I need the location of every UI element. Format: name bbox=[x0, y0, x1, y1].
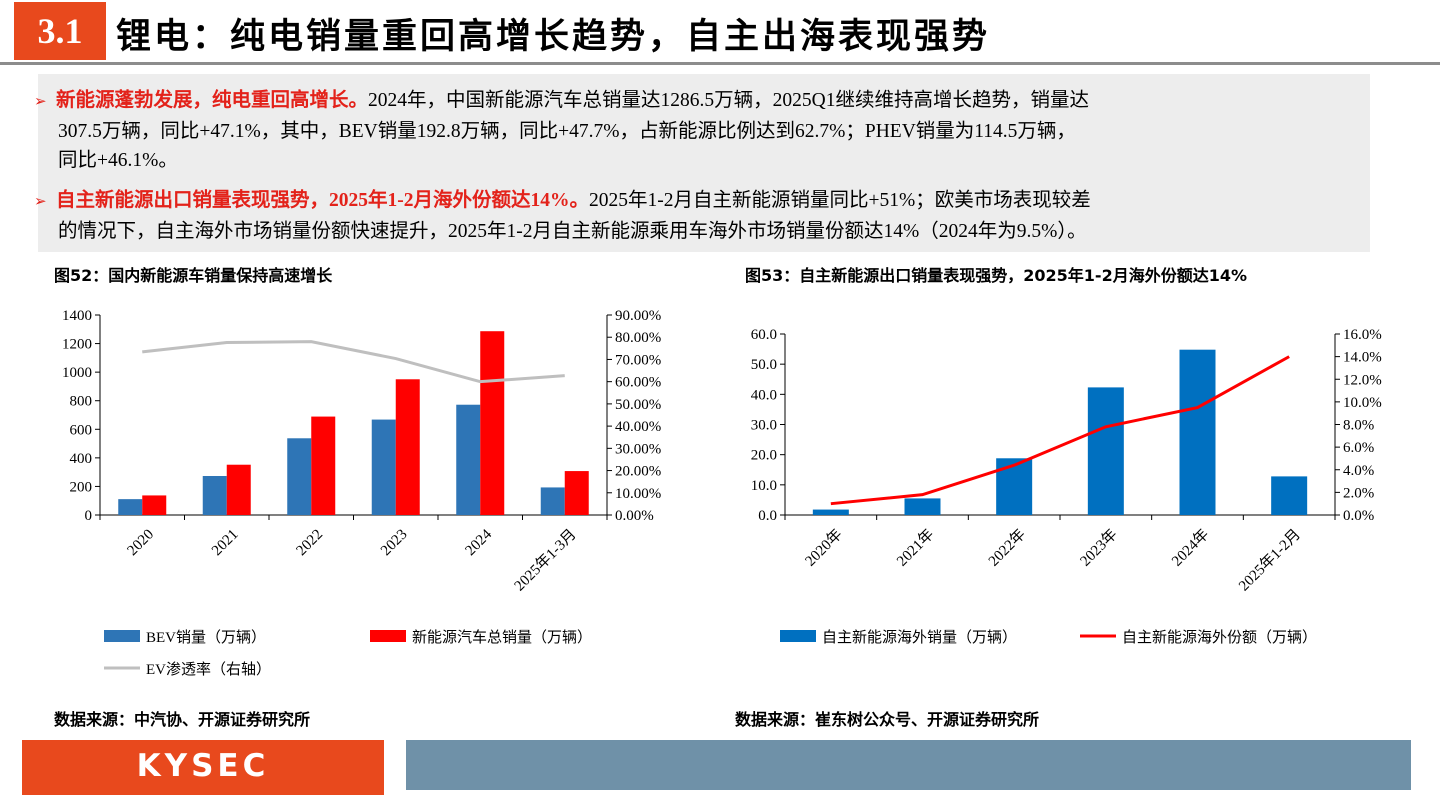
logo-text: KYSEC bbox=[136, 748, 270, 784]
bar-1 bbox=[540, 487, 565, 515]
bullet-arrow-icon: ➢ bbox=[34, 92, 47, 110]
y-tick-label-right: 60.00% bbox=[615, 375, 661, 391]
y-tick-label-right: 0.0% bbox=[1343, 508, 1374, 524]
bar-1 bbox=[118, 499, 143, 515]
x-tick-label: 2025年1-3月 bbox=[511, 526, 580, 595]
x-tick-label: 2023年 bbox=[1077, 526, 1121, 570]
kysec-logo: KYSEC bbox=[22, 740, 384, 795]
y-tick-label-right: 6.0% bbox=[1343, 440, 1374, 456]
y-tick-label-right: 14.0% bbox=[1343, 350, 1382, 366]
bar-1 bbox=[456, 404, 481, 515]
y-tick-label-right: 8.0% bbox=[1343, 418, 1374, 434]
x-tick-label: 2023 bbox=[378, 527, 411, 560]
bullet-1-heading: 新能源蓬勃发展，纯电重回高增长。 bbox=[56, 90, 369, 111]
legend-swatch-1 bbox=[104, 630, 140, 642]
y-tick-label-left: 0 bbox=[85, 508, 93, 524]
legend-label-2: 新能源汽车总销量（万辆） bbox=[412, 629, 592, 646]
y-tick-label-right: 70.00% bbox=[615, 352, 661, 368]
y-tick-label-right: 10.00% bbox=[615, 486, 661, 502]
bullet-1-line1: 2024年，中国新能源汽车总销量达1286.5万辆，2025Q1继续维持高增长趋… bbox=[368, 90, 1089, 111]
y-tick-label-left: 60.0 bbox=[751, 327, 777, 343]
y-tick-label-right: 40.00% bbox=[615, 419, 661, 435]
bar-2 bbox=[395, 379, 420, 515]
y-tick-label-right: 16.0% bbox=[1343, 327, 1382, 343]
bar-2 bbox=[226, 464, 251, 515]
bar-2 bbox=[564, 471, 589, 515]
bar-1 bbox=[1087, 387, 1124, 515]
y-tick-label-left: 400 bbox=[70, 451, 93, 467]
y-tick-label-right: 30.00% bbox=[615, 441, 661, 457]
export-sales-chart: 0.0 10.0 20.0 30.0 40.0 50.0 60.0 0.0% 2.0% 4.0% 6… bbox=[751, 327, 1382, 646]
figure-right-source: 数据来源：崔东树公众号、开源证券研究所 bbox=[735, 710, 1040, 729]
x-tick-label: 2024 bbox=[463, 526, 496, 559]
y-tick-label-left: 50.0 bbox=[751, 357, 777, 373]
y-tick-label-right: 10.0% bbox=[1343, 395, 1382, 411]
bar-1 bbox=[812, 509, 849, 515]
section-number-badge: 3.1 bbox=[14, 2, 106, 60]
legend-swatch-2 bbox=[370, 630, 406, 642]
y-tick-label-left: 0.0 bbox=[758, 508, 777, 524]
bar-1 bbox=[904, 498, 941, 515]
legend-label-1: 自主新能源海外销量（万辆） bbox=[822, 629, 1017, 646]
bullet-1-line3: 同比+46.1%。 bbox=[58, 150, 178, 171]
x-tick-label: 2020 bbox=[125, 527, 158, 560]
legend-label-2: 自主新能源海外份额（万辆） bbox=[1122, 629, 1317, 646]
y-tick-label-left: 1400 bbox=[62, 308, 92, 324]
bar-1 bbox=[202, 476, 227, 515]
y-tick-label-right: 12.0% bbox=[1343, 372, 1382, 388]
y-tick-label-left: 1000 bbox=[62, 365, 92, 381]
line-series bbox=[830, 355, 1290, 506]
bar-1 bbox=[1179, 349, 1216, 515]
figure-left-source: 数据来源：中汽协、开源证券研究所 bbox=[54, 710, 311, 729]
bullet-2-heading: 自主新能源出口销量表现强势，2025年1-2月海外份额达14%。 bbox=[56, 190, 589, 211]
legend-swatch-1 bbox=[780, 630, 816, 642]
ev-sales-chart: 0 200 400 600 800 1000 1200 1400 0.00% 10.00% 20.0… bbox=[62, 308, 661, 678]
y-tick-label-left: 10.0 bbox=[751, 478, 777, 494]
y-tick-label-right: 90.00% bbox=[615, 308, 661, 324]
y-tick-label-right: 20.00% bbox=[615, 464, 661, 480]
bullet-1-line2: 307.5万辆，同比+47.1%，其中，BEV销量192.8万辆，同比+47.7… bbox=[58, 120, 1076, 142]
y-tick-label-left: 1200 bbox=[62, 337, 92, 353]
legend-label-3: EV渗透率（右轴） bbox=[146, 661, 271, 678]
figure-right-title: 图53：自主新能源出口销量表现强势，2025年1-2月海外份额达14% bbox=[745, 266, 1248, 285]
y-tick-label-left: 20.0 bbox=[751, 448, 777, 464]
y-tick-label-right: 2.0% bbox=[1343, 485, 1374, 501]
y-tick-label-right: 80.00% bbox=[615, 330, 661, 346]
y-tick-label-left: 200 bbox=[70, 479, 93, 495]
y-tick-label-right: 4.0% bbox=[1343, 463, 1374, 479]
x-tick-label: 2022年 bbox=[985, 526, 1029, 570]
bar-2 bbox=[480, 331, 505, 515]
footer-bar bbox=[406, 740, 1411, 790]
x-tick-label: 2020年 bbox=[802, 526, 846, 570]
y-tick-label-right: 0.00% bbox=[615, 508, 654, 524]
line-series bbox=[142, 340, 565, 384]
bar-1 bbox=[287, 438, 312, 515]
bullet-2-line1: 2025年1-2月自主新能源销量同比+51%；欧美市场表现较差 bbox=[589, 190, 1091, 211]
title-divider bbox=[0, 62, 1440, 65]
y-tick-label-left: 40.0 bbox=[751, 387, 777, 403]
y-tick-label-left: 800 bbox=[70, 394, 93, 410]
y-tick-label-left: 30.0 bbox=[751, 418, 777, 434]
y-tick-label-left: 600 bbox=[70, 422, 93, 438]
figure-left-title: 图52：国内新能源车销量保持高速增长 bbox=[54, 266, 333, 285]
bar-1 bbox=[1271, 476, 1308, 515]
x-tick-label: 2022 bbox=[294, 527, 327, 560]
bar-1 bbox=[371, 419, 396, 515]
bar-2 bbox=[142, 495, 167, 515]
summary-box bbox=[38, 74, 1370, 252]
bullet-1: ➢ 新能源蓬勃发展，纯电重回高增长。2024年，中国新能源汽车总销量达1286.5… bbox=[34, 86, 1354, 176]
x-tick-label: 2025年1-2月 bbox=[1235, 526, 1304, 595]
x-tick-label: 2021 bbox=[209, 527, 242, 560]
page-title: 锂电：纯电销量重回高增长趋势，自主出海表现强势 bbox=[116, 17, 991, 57]
bullet-2: ➢ 自主新能源出口销量表现强势，2025年1-2月海外份额达14%。2025年1-… bbox=[34, 186, 1354, 246]
x-tick-label: 2024年 bbox=[1168, 526, 1212, 570]
bullet-arrow-icon: ➢ bbox=[34, 192, 47, 210]
y-tick-label-right: 50.00% bbox=[615, 397, 661, 413]
legend-label-1: BEV销量（万辆） bbox=[146, 629, 266, 646]
bar-2 bbox=[311, 416, 336, 515]
x-tick-label: 2021年 bbox=[893, 526, 937, 570]
bullet-2-line2: 的情况下，自主海外市场销量份额快速提升，2025年1-2月自主新能源乘用车海外市… bbox=[58, 220, 1087, 242]
